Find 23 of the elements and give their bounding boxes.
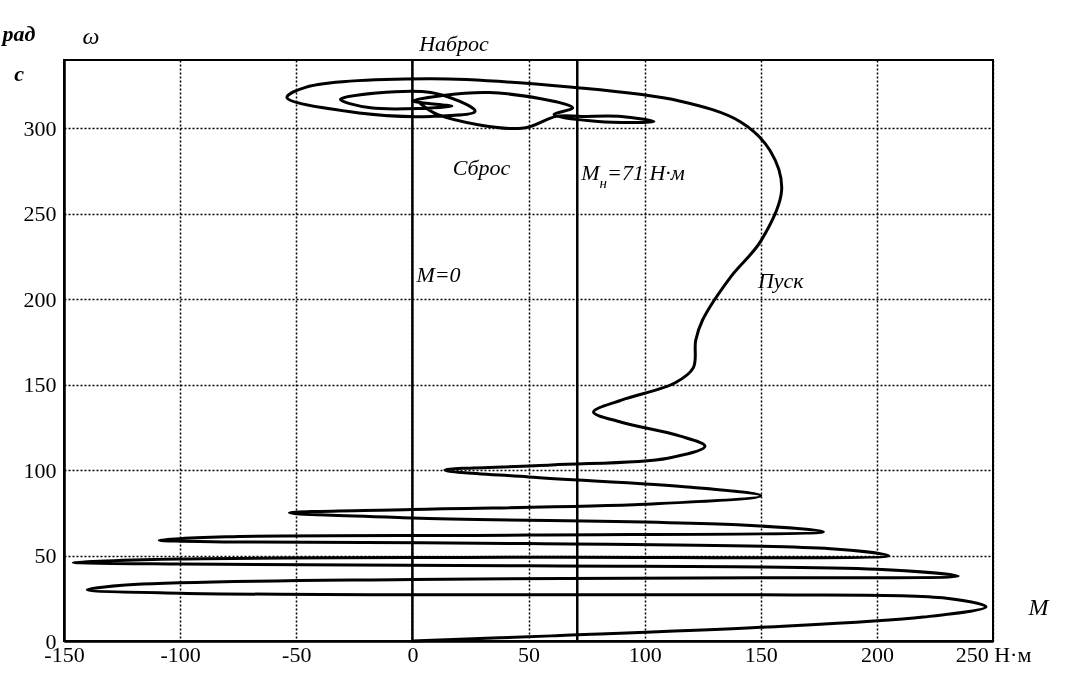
annotation: Наброс <box>418 31 490 57</box>
text: с <box>14 61 25 86</box>
y-tick-label: 250 <box>23 201 57 227</box>
y-tick-label: 300 <box>23 115 57 141</box>
y-tick-label: 50 <box>34 543 57 569</box>
x-tick-label: -100 <box>160 641 201 667</box>
annotation: Сброс <box>452 155 511 181</box>
ref-line-label: M=0 <box>415 261 461 287</box>
annotation: Пуск <box>756 268 805 294</box>
x-tick-label: 200 <box>860 641 894 667</box>
y-tick-label: 100 <box>23 457 57 483</box>
text: рад <box>0 21 36 46</box>
x-tick-label: 0 <box>407 641 419 667</box>
x-tick-label: 250 Н·м <box>955 641 1032 667</box>
y-tick-label: 150 <box>23 372 57 398</box>
x-tick-label: 150 <box>744 641 778 667</box>
y-axis-title: ω <box>82 22 100 49</box>
x-tick-label: 100 <box>628 641 662 667</box>
x-tick-label: -50 <box>282 641 312 667</box>
x-axis-title: M <box>1027 593 1051 620</box>
y-tick-label: 200 <box>23 286 57 312</box>
x-tick-label: 50 <box>518 641 540 667</box>
ref-line-label: M$_{н}$=71 Н·м <box>580 159 685 191</box>
